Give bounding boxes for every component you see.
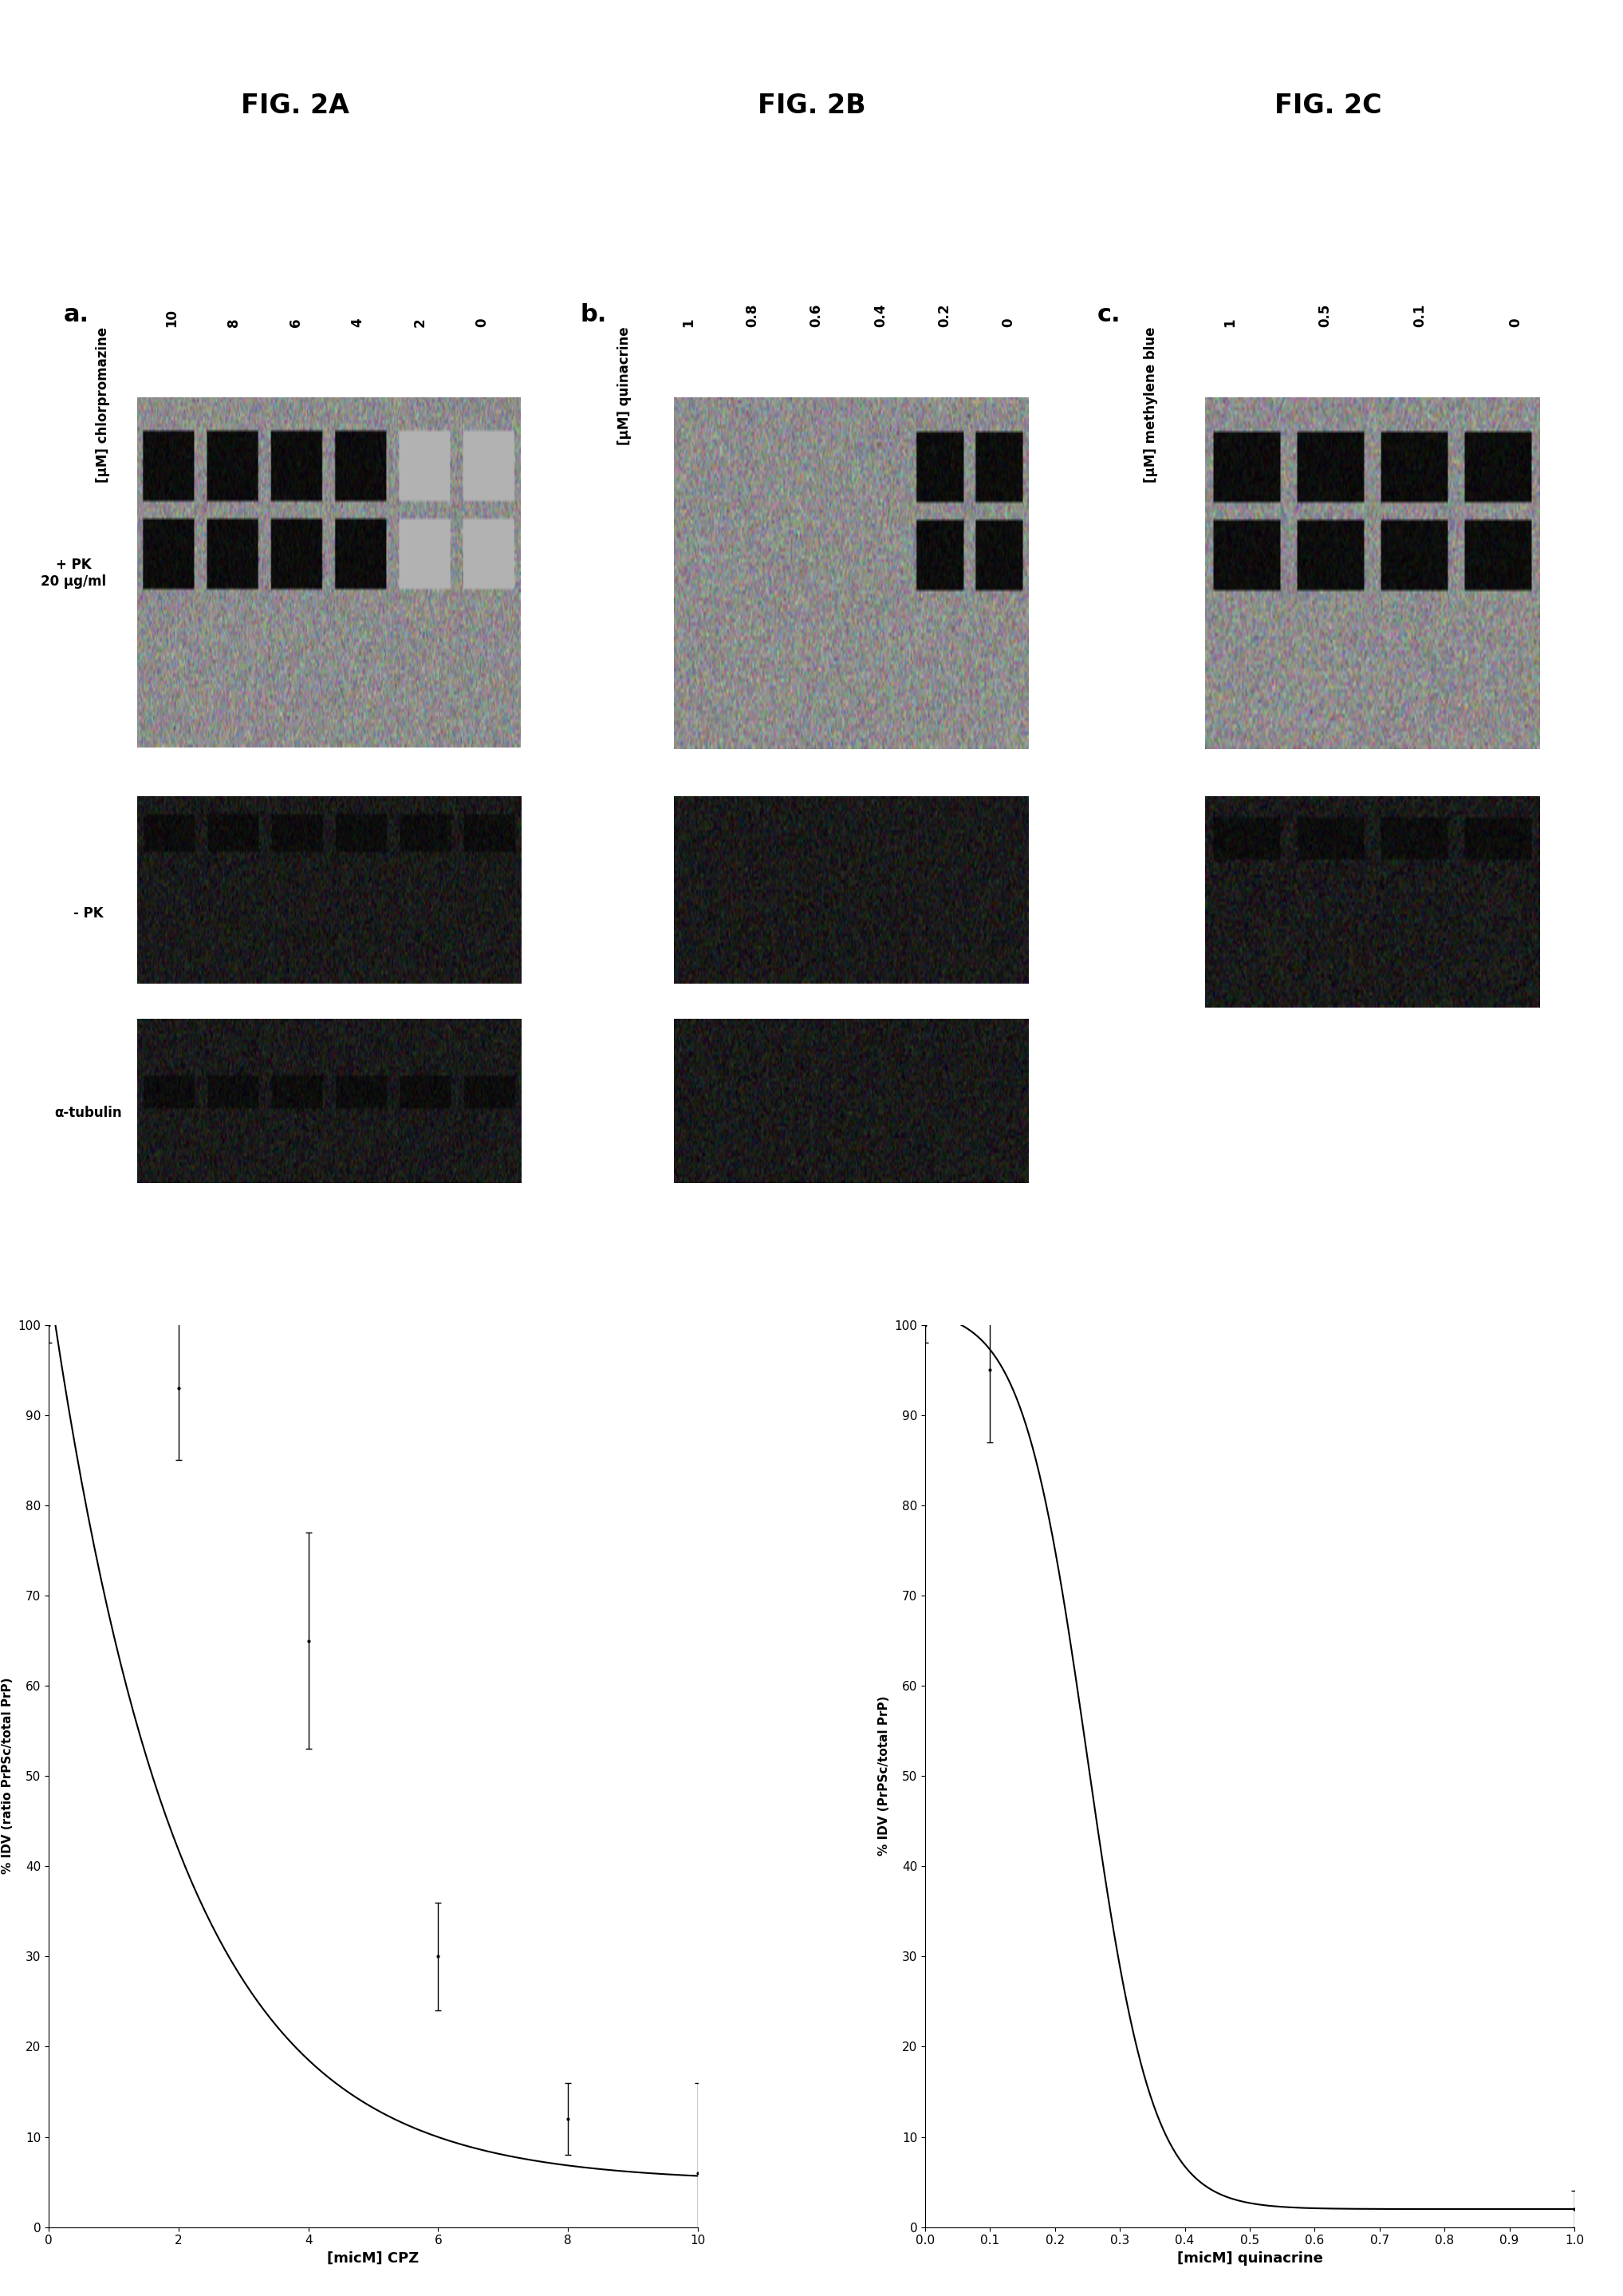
Text: a.: a. <box>63 303 89 326</box>
Text: + PK
20 µg/ml: + PK 20 µg/ml <box>41 558 105 588</box>
Text: FIG. 2A: FIG. 2A <box>240 92 349 119</box>
Text: 0.4: 0.4 <box>873 303 888 326</box>
Text: 0.1: 0.1 <box>1414 303 1427 326</box>
Text: 10: 10 <box>164 308 179 326</box>
Text: 8: 8 <box>227 317 240 326</box>
Text: 0: 0 <box>1508 317 1522 326</box>
Text: 6: 6 <box>289 317 304 326</box>
Text: 1: 1 <box>682 317 696 326</box>
Text: 0.2: 0.2 <box>936 303 951 326</box>
X-axis label: [micM] CPZ: [micM] CPZ <box>328 2252 419 2266</box>
Text: α-tubulin: α-tubulin <box>54 1107 122 1120</box>
Y-axis label: % IDV (ratio PrPSc/total PrP): % IDV (ratio PrPSc/total PrP) <box>2 1678 13 1874</box>
Text: 0: 0 <box>1001 317 1016 326</box>
Text: [µM] chlorpromazine: [µM] chlorpromazine <box>96 326 110 482</box>
Text: - PK: - PK <box>73 907 104 921</box>
Text: 2: 2 <box>412 317 427 326</box>
Text: 0.8: 0.8 <box>745 303 760 326</box>
Text: FIG. 2B: FIG. 2B <box>758 92 865 119</box>
Text: FIG. 2C: FIG. 2C <box>1274 92 1381 119</box>
Text: c.: c. <box>1097 303 1120 326</box>
Text: [µM] quinacrine: [µM] quinacrine <box>617 326 631 445</box>
Y-axis label: % IDV (PrPSc/total PrP): % IDV (PrPSc/total PrP) <box>878 1697 889 1855</box>
Text: [µM] methylene blue: [µM] methylene blue <box>1144 326 1159 482</box>
Text: 0: 0 <box>474 317 489 326</box>
Text: 0.5: 0.5 <box>1318 303 1332 326</box>
Text: 1: 1 <box>1222 317 1237 326</box>
Text: b.: b. <box>579 303 607 326</box>
Text: 0.6: 0.6 <box>810 303 823 326</box>
X-axis label: [micM] quinacrine: [micM] quinacrine <box>1177 2252 1323 2266</box>
Text: 4: 4 <box>351 317 365 326</box>
